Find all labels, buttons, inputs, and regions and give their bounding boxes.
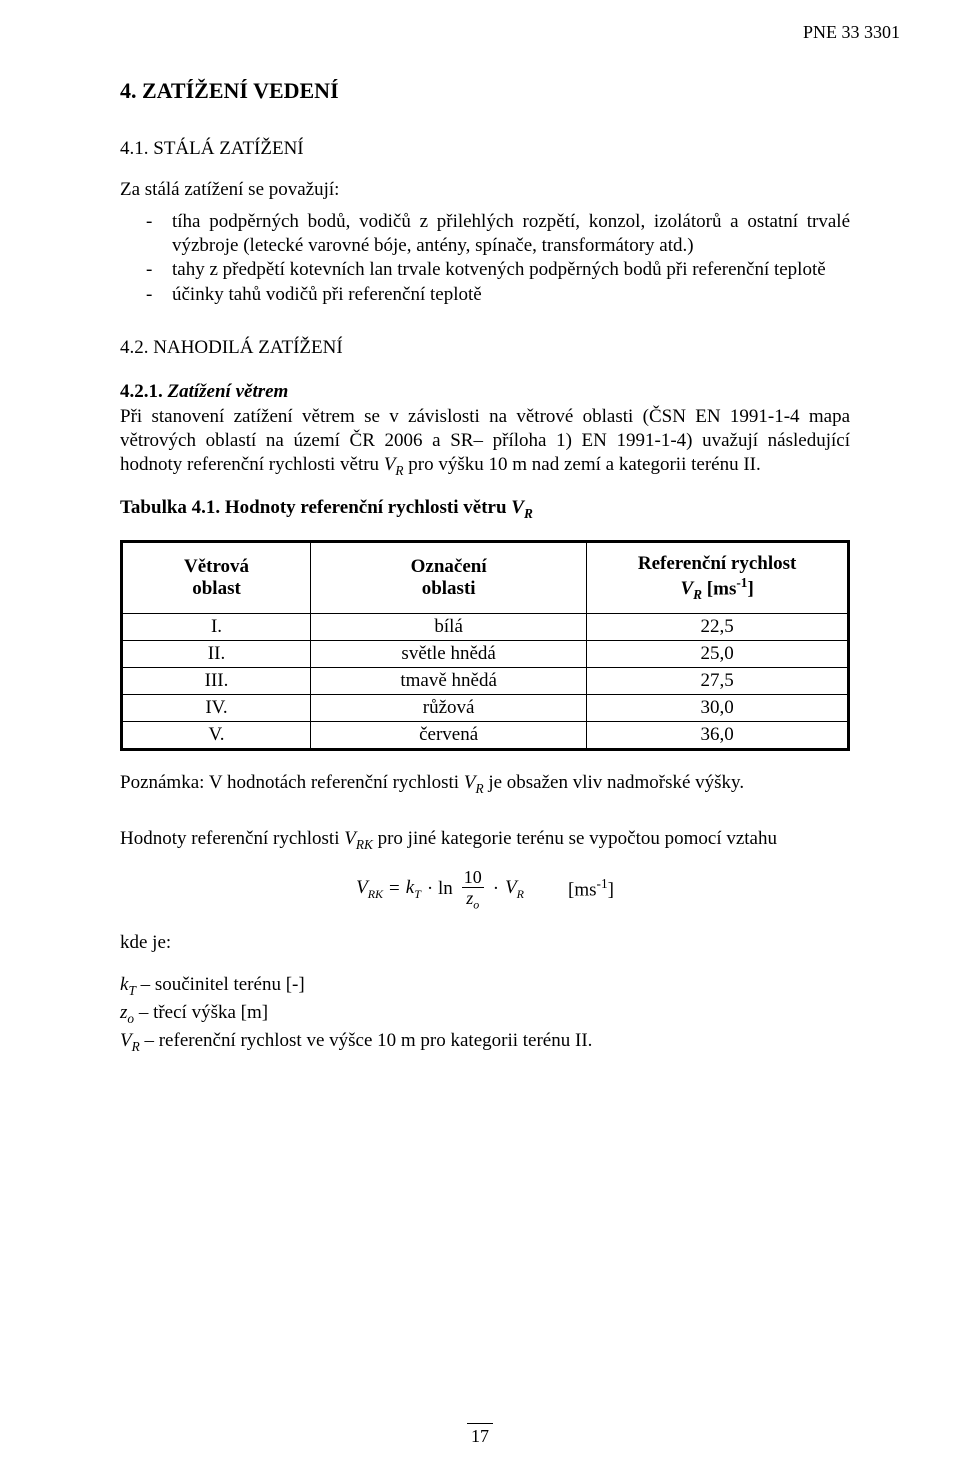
table-note: Poznámka: V hodnotách referenční rychlos… — [120, 771, 850, 797]
th-text: Označení — [411, 556, 487, 577]
cell-speed: 36,0 — [587, 721, 849, 749]
cell-label: růžová — [311, 694, 587, 721]
list-item: účinky tahů vodičů při referenční teplot… — [120, 283, 850, 307]
cell-area: IV. — [122, 694, 311, 721]
heading-4-2: 4.2. NAHODILÁ ZATÍŽENÍ — [120, 337, 850, 359]
cell-area: III. — [122, 667, 311, 694]
th-text: Větrová — [184, 556, 249, 577]
th-text: oblasti — [422, 578, 476, 599]
formula-unit: [ms-1] — [568, 876, 614, 901]
list-item: tíha podpěrných bodů, vodičů z přilehlýc… — [120, 210, 850, 259]
subsection-title: Zatížení větrem — [168, 381, 289, 402]
def-text: – třecí výška [m] — [134, 1002, 268, 1023]
rel-prefix: Hodnoty referenční rychlosti — [120, 828, 344, 849]
heading-4-2-1: 4.2.1. Zatížení větrem — [120, 381, 850, 403]
table-caption: Tabulka 4.1. Hodnoty referenční rychlost… — [120, 497, 850, 522]
table-row: IV. růžová 30,0 — [122, 694, 849, 721]
cell-speed: 22,5 — [587, 613, 849, 640]
th-speed: Referenční rychlost VR [ms-1] — [587, 541, 849, 613]
where-label: kde je: — [120, 932, 850, 954]
frac-num: 10 — [462, 868, 484, 888]
th-area: Větrová oblast — [122, 541, 311, 613]
def-text: – referenční rychlost ve výšce 10 m pro … — [140, 1030, 593, 1051]
cell-label: tmavě hnědá — [311, 667, 587, 694]
cell-area: I. — [122, 613, 311, 640]
document-id: PNE 33 3301 — [803, 22, 900, 43]
table-header-row: Větrová oblast Označení oblasti Referenč… — [122, 541, 849, 613]
page-number-value: 17 — [467, 1423, 493, 1447]
heading-4: 4. ZATÍŽENÍ VEDENÍ — [120, 78, 850, 104]
intro-4-1: Za stálá zatížení se považují: — [120, 178, 850, 202]
cell-label: červená — [311, 721, 587, 749]
table-row: III. tmavě hnědá 27,5 — [122, 667, 849, 694]
subsection-number: 4.2.1. — [120, 381, 163, 402]
table-row: V. červená 36,0 — [122, 721, 849, 749]
rel-suffix: pro jiné kategorie terénu se vypočtou po… — [373, 828, 777, 849]
note-suffix: je obsažen vliv nadmořské výšky. — [484, 772, 745, 793]
cell-area: II. — [122, 640, 311, 667]
heading-4-1: 4.1. STÁLÁ ZATÍŽENÍ — [120, 138, 850, 160]
cell-speed: 25,0 — [587, 640, 849, 667]
table-row: II. světle hnědá 25,0 — [122, 640, 849, 667]
cell-label: světle hnědá — [311, 640, 587, 667]
th-text: Referenční rychlost — [638, 553, 796, 574]
table-4-1: Větrová oblast Označení oblasti Referenč… — [120, 540, 850, 751]
table-row: I. bílá 22,5 — [122, 613, 849, 640]
th-text: oblast — [192, 578, 241, 599]
list-item: tahy z předpětí kotevních lan trvale kot… — [120, 258, 850, 282]
para-4-2-1: Při stanovení zatížení větrem se v závis… — [120, 405, 850, 479]
note-prefix: Poznámka: V hodnotách referenční rychlos… — [120, 772, 464, 793]
page: PNE 33 3301 4. ZATÍŽENÍ VEDENÍ 4.1. STÁL… — [0, 0, 960, 1481]
def-text: – součinitel terénu [-] — [136, 974, 305, 995]
list-4-1: tíha podpěrných bodů, vodičů z přilehlýc… — [120, 210, 850, 307]
cell-speed: 27,5 — [587, 667, 849, 694]
cell-area: V. — [122, 721, 311, 749]
def-zo: zo – třecí výška [m] — [120, 1000, 850, 1028]
definitions: kT – součinitel terénu [-] zo – třecí vý… — [120, 972, 850, 1055]
cell-label: bílá — [311, 613, 587, 640]
table-caption-text: Tabulka 4.1. Hodnoty referenční rychlost… — [120, 497, 511, 518]
def-vr: VR – referenční rychlost ve výšce 10 m p… — [120, 1028, 850, 1056]
formula-vrk: VRK = kT · ln 10 zo · VR [ms-1] — [120, 868, 850, 911]
relation-intro: Hodnoty referenční rychlosti VRK pro jin… — [120, 827, 850, 853]
page-number: 17 — [0, 1423, 960, 1447]
th-label: Označení oblasti — [311, 541, 587, 613]
cell-speed: 30,0 — [587, 694, 849, 721]
def-kt: kT – součinitel terénu [-] — [120, 972, 850, 1000]
